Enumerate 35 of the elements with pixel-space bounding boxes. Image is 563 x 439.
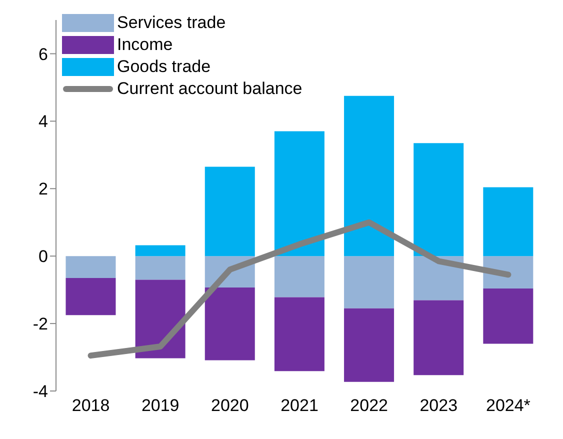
legend-label: Income — [117, 34, 173, 56]
bar — [204, 166, 255, 256]
bar — [135, 280, 186, 358]
bar — [204, 287, 255, 360]
bar — [483, 187, 534, 256]
bar — [274, 297, 324, 372]
bar — [414, 143, 464, 256]
bar — [483, 288, 534, 344]
bar — [344, 96, 394, 256]
x-tick-label: 2024* — [486, 396, 531, 416]
x-tick-label: 2022 — [350, 396, 388, 416]
bar — [414, 300, 464, 376]
bar — [66, 256, 116, 278]
x-tick-label: 2023 — [420, 396, 458, 416]
y-tick-label: 6 — [38, 44, 48, 64]
bar — [344, 256, 394, 308]
y-tick-label: 0 — [38, 247, 48, 266]
legend-label: Current account balance — [117, 78, 302, 100]
bar — [274, 256, 324, 298]
x-tick-label: 2018 — [72, 396, 110, 416]
bar — [66, 278, 116, 316]
bar — [135, 256, 186, 280]
bar — [274, 131, 324, 256]
bar — [344, 308, 394, 382]
y-tick-label: -4 — [32, 382, 48, 402]
x-tick-label: 2020 — [211, 396, 249, 416]
legend-label: Services trade — [117, 12, 226, 34]
x-tick-label: 2019 — [141, 396, 180, 416]
bar — [414, 256, 464, 300]
y-tick-label: 2 — [38, 180, 48, 199]
y-tick-label: 4 — [38, 112, 48, 132]
bar — [135, 245, 186, 256]
y-tick-label: -2 — [32, 314, 48, 334]
legend-label: Goods trade — [117, 56, 211, 78]
x-tick-label: 2021 — [280, 396, 318, 416]
